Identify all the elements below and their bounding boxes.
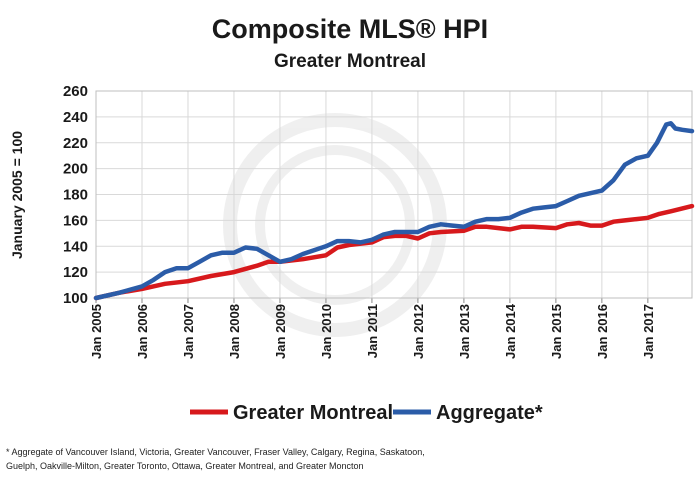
x-tick-label: Jan 2016 bbox=[595, 304, 610, 359]
y-tick-label: 240 bbox=[63, 109, 88, 126]
x-tick-label: Jan 2007 bbox=[181, 304, 196, 359]
y-tick-label: 220 bbox=[63, 135, 88, 152]
x-tick-label: Jan 2014 bbox=[503, 303, 518, 359]
plot-area-border bbox=[95, 90, 693, 299]
grid bbox=[95, 90, 693, 303]
x-tick-label: Jan 2009 bbox=[273, 304, 288, 359]
legend-label-aggregate: Aggregate* bbox=[436, 402, 543, 424]
y-axis: 100 120 140 160 180 200 220 240 260 bbox=[63, 83, 88, 307]
footnote-line-1: * Aggregate of Vancouver Island, Victori… bbox=[6, 447, 425, 457]
x-axis: Jan 2005 Jan 2006 Jan 2007 Jan 2008 Jan 2009… bbox=[89, 303, 656, 359]
y-tick-label: 180 bbox=[63, 187, 88, 204]
footnote-line-2: Guelph, Oakville-Milton, Greater Toronto… bbox=[6, 461, 364, 471]
chart-title: Composite MLS® HPI bbox=[212, 14, 488, 44]
x-tick-label: Jan 2008 bbox=[227, 304, 242, 359]
y-tick-label: 200 bbox=[63, 161, 88, 178]
y-axis-label: January 2005 = 100 bbox=[9, 131, 25, 259]
x-tick-label: Jan 2017 bbox=[641, 304, 656, 359]
x-tick-label: Jan 2005 bbox=[89, 304, 104, 359]
y-tick-label: 120 bbox=[63, 264, 88, 281]
x-tick-label: Jan 2010 bbox=[319, 304, 334, 359]
chart-subtitle: Greater Montreal bbox=[274, 51, 426, 72]
y-tick-label: 140 bbox=[63, 238, 88, 255]
y-tick-label: 160 bbox=[63, 212, 88, 229]
x-tick-label: Jan 2006 bbox=[135, 304, 150, 359]
x-tick-label: Jan 2012 bbox=[411, 304, 426, 359]
x-tick-label: Jan 2015 bbox=[549, 304, 564, 359]
y-tick-label: 100 bbox=[63, 290, 88, 307]
x-tick-label: Jan 2011 bbox=[365, 304, 380, 358]
legend-label-greater-montreal: Greater Montreal bbox=[233, 402, 393, 424]
series-line-aggregate bbox=[93, 121, 695, 301]
series-lines bbox=[93, 121, 695, 301]
x-tick-label: Jan 2013 bbox=[457, 304, 472, 359]
legend: Greater Montreal Aggregate* bbox=[190, 402, 543, 424]
y-tick-label: 260 bbox=[63, 83, 88, 100]
series-line-greater-montreal bbox=[93, 203, 695, 301]
